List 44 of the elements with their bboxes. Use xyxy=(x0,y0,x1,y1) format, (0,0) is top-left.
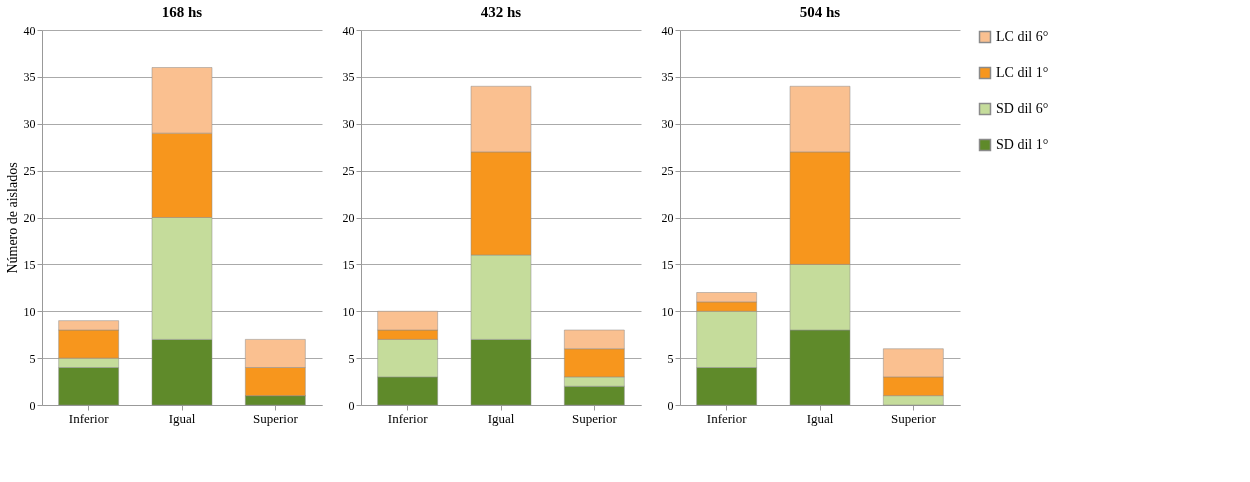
y-tick-label: 35 xyxy=(661,70,674,85)
y-tick-label: 20 xyxy=(661,211,674,225)
x-tick-label: Inferior xyxy=(68,410,110,426)
y-tick-label: 35 xyxy=(23,70,36,85)
y-tick-label: 0 xyxy=(348,398,355,413)
y-tick-label: 10 xyxy=(23,304,36,319)
chart-title: 504 hs xyxy=(799,4,841,20)
y-tick-label: 5 xyxy=(29,351,36,366)
y-tick-label: 40 xyxy=(23,23,36,38)
x-tick-label: Igual xyxy=(168,410,196,426)
y-tick-label: 15 xyxy=(661,257,674,272)
chart-title: 168 hs xyxy=(161,4,203,20)
x-tick-label: Igual xyxy=(806,410,834,426)
y-tick-label: 30 xyxy=(661,117,674,132)
y-tick-label: 0 xyxy=(667,398,674,413)
y-tick-label: 10 xyxy=(342,304,355,319)
x-tick-label: Inferior xyxy=(706,410,748,426)
y-tick-label: 20 xyxy=(342,211,355,225)
chart-title: 432 hs xyxy=(480,4,522,20)
y-tick-label: 25 xyxy=(342,164,355,179)
legend-label: LC dil 6° xyxy=(996,29,1049,44)
x-tick-label: Igual xyxy=(487,410,515,426)
y-tick-label: 30 xyxy=(342,117,355,132)
y-tick-label: 0 xyxy=(29,398,36,413)
x-tick-label: Inferior xyxy=(387,410,429,426)
y-tick-label: 20 xyxy=(23,211,36,225)
y-axis-title: Número de aislados xyxy=(4,162,20,274)
x-tick-label: Superior xyxy=(890,410,937,426)
y-tick-label: 25 xyxy=(661,164,674,179)
y-tick-label: 30 xyxy=(23,117,36,132)
y-tick-label: 15 xyxy=(23,257,36,272)
legend-label: SD dil 6° xyxy=(996,101,1049,116)
x-tick-label: Superior xyxy=(571,410,618,426)
y-tick-label: 5 xyxy=(667,351,674,366)
y-tick-label: 35 xyxy=(342,70,355,85)
y-tick-label: 25 xyxy=(23,164,36,179)
y-tick-label: 10 xyxy=(661,304,674,319)
y-tick-label: 40 xyxy=(661,23,674,38)
legend-label: LC dil 1° xyxy=(996,65,1049,80)
y-tick-label: 5 xyxy=(348,351,355,366)
y-tick-label: 15 xyxy=(342,257,355,272)
x-tick-label: Superior xyxy=(252,410,299,426)
legend-label: SD dil 1° xyxy=(996,137,1049,152)
y-tick-label: 40 xyxy=(342,23,355,38)
